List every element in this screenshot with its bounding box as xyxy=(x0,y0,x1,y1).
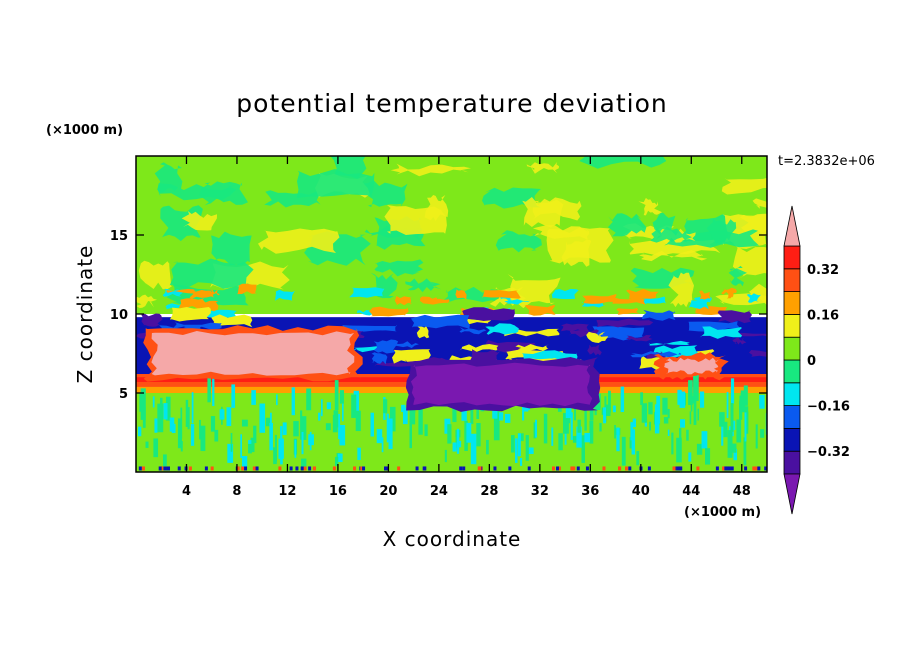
y-tick-label: 5 xyxy=(119,387,128,402)
colorbar-segment xyxy=(783,427,801,452)
y-axis-label: Z coordinate xyxy=(73,245,97,384)
x-axis-unit: (×1000 m) xyxy=(684,505,761,520)
y-axis: 5 10 15 xyxy=(110,229,767,402)
chart-title: potential temperature deviation xyxy=(236,89,667,118)
x-axis: 4 8 12 16 20 24 28 32 36 40 44 48 xyxy=(182,156,751,499)
x-tick-label: 4 xyxy=(182,484,191,499)
x-tick-label: 24 xyxy=(430,484,448,499)
y-tick-label: 10 xyxy=(110,308,128,323)
colorbar-segment xyxy=(783,291,801,315)
upper-layer-texture xyxy=(136,156,767,319)
x-tick-label: 20 xyxy=(379,484,397,499)
heatmap-region-warm-patch-left xyxy=(143,325,363,382)
x-tick-label: 48 xyxy=(733,484,751,499)
colorbar-tick-label: −0.16 xyxy=(807,400,850,415)
x-axis-label: X coordinate xyxy=(383,527,522,551)
time-label: t=2.3832e+06 xyxy=(778,154,875,169)
x-tick-label: 36 xyxy=(581,484,599,499)
colorbar: −0.32 −0.16 0 0.16 0.32 xyxy=(783,205,850,515)
x-tick-label: 12 xyxy=(278,484,296,499)
colorbar-segment xyxy=(783,245,801,270)
colorbar-tick-label: 0.32 xyxy=(807,263,839,278)
colorbar-segment xyxy=(783,359,801,384)
x-tick-label: 16 xyxy=(329,484,347,499)
heatmap-region-cold-patch-center xyxy=(405,357,601,412)
colorbar-tick-label: 0 xyxy=(807,354,816,369)
colorbar-segment xyxy=(783,336,801,361)
x-tick-label: 28 xyxy=(480,484,498,499)
colorbar-top-arrow xyxy=(783,205,801,247)
x-tick-label: 40 xyxy=(632,484,650,499)
x-tick-label: 8 xyxy=(232,484,241,499)
colorbar-segment xyxy=(783,382,801,406)
colorbar-tick-label: −0.32 xyxy=(807,445,850,460)
x-tick-label: 32 xyxy=(531,484,549,499)
colorbar-segment xyxy=(783,405,801,429)
colorbar-bottom-arrow xyxy=(783,473,801,515)
colorbar-segment xyxy=(783,450,801,475)
colorbar-segment xyxy=(783,268,801,292)
heatmap-region-warm-patch-right xyxy=(653,352,729,381)
plot-area xyxy=(136,156,767,472)
x-tick-label: 44 xyxy=(682,484,700,499)
y-axis-unit: (×1000 m) xyxy=(46,123,123,138)
colorbar-segment xyxy=(783,313,801,338)
colorbar-tick-label: 0.16 xyxy=(807,308,839,323)
y-tick-label: 15 xyxy=(110,229,128,244)
